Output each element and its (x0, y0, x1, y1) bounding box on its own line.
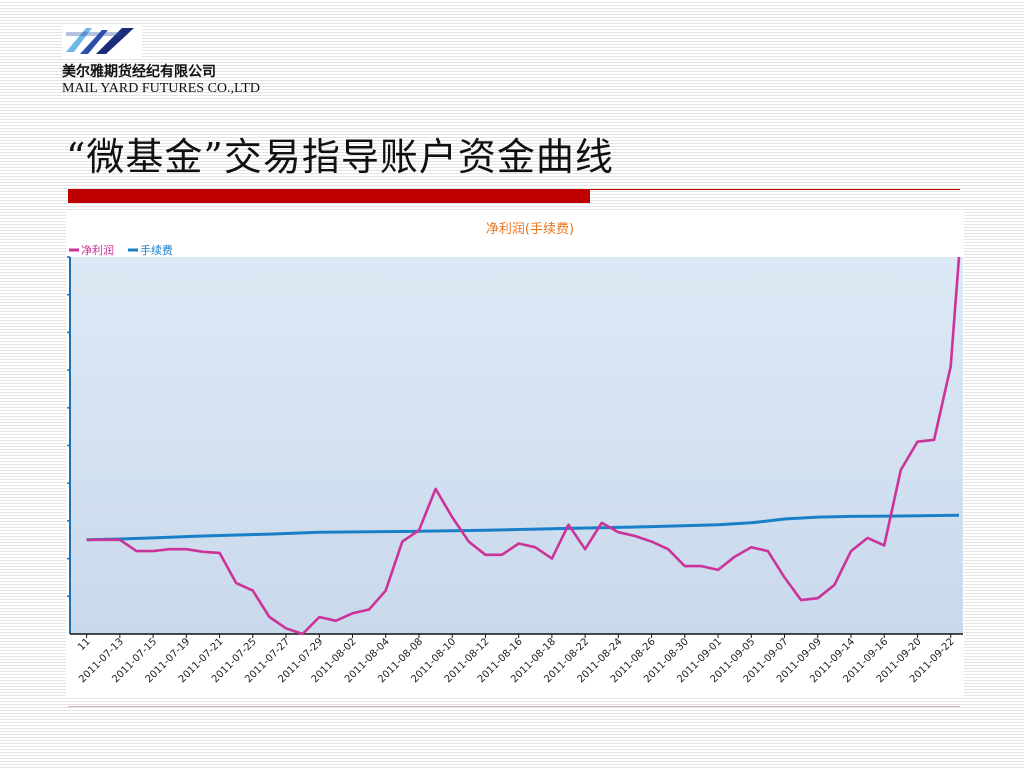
chart-title: 净利润(手续费) (486, 222, 574, 237)
company-name-en: MAIL YARD FUTURES CO.,LTD (62, 81, 260, 96)
legend-label-fee: 手续费 (140, 243, 173, 257)
footer-divider (68, 706, 960, 707)
plot-area (70, 257, 963, 634)
title-accent-bar (68, 190, 590, 203)
company-logo (62, 24, 142, 58)
series-layer (86, 256, 961, 636)
title-divider (68, 189, 960, 190)
series-line-net-profit (86, 256, 961, 636)
x-axis-ticks: 112011-07-132011-07-152011-07-192011-07-… (76, 634, 957, 685)
legend-label-net-profit: 净利润 (81, 243, 114, 257)
slide-title: “微基金”交易指导账户资金曲线 (66, 135, 614, 179)
x-tick-label: 11 (76, 636, 93, 653)
company-name-cn: 美尔雅期货经纪有限公司 (62, 64, 216, 80)
equity-curve-chart: 净利润(手续费) 净利润 手续费 112011-07-132011-07-152… (67, 222, 963, 685)
chart-panel: 净利润(手续费) 净利润 手续费 11 2011-07-13 2011-07-15 2… (66, 211, 964, 697)
series-line-fee (86, 513, 960, 542)
